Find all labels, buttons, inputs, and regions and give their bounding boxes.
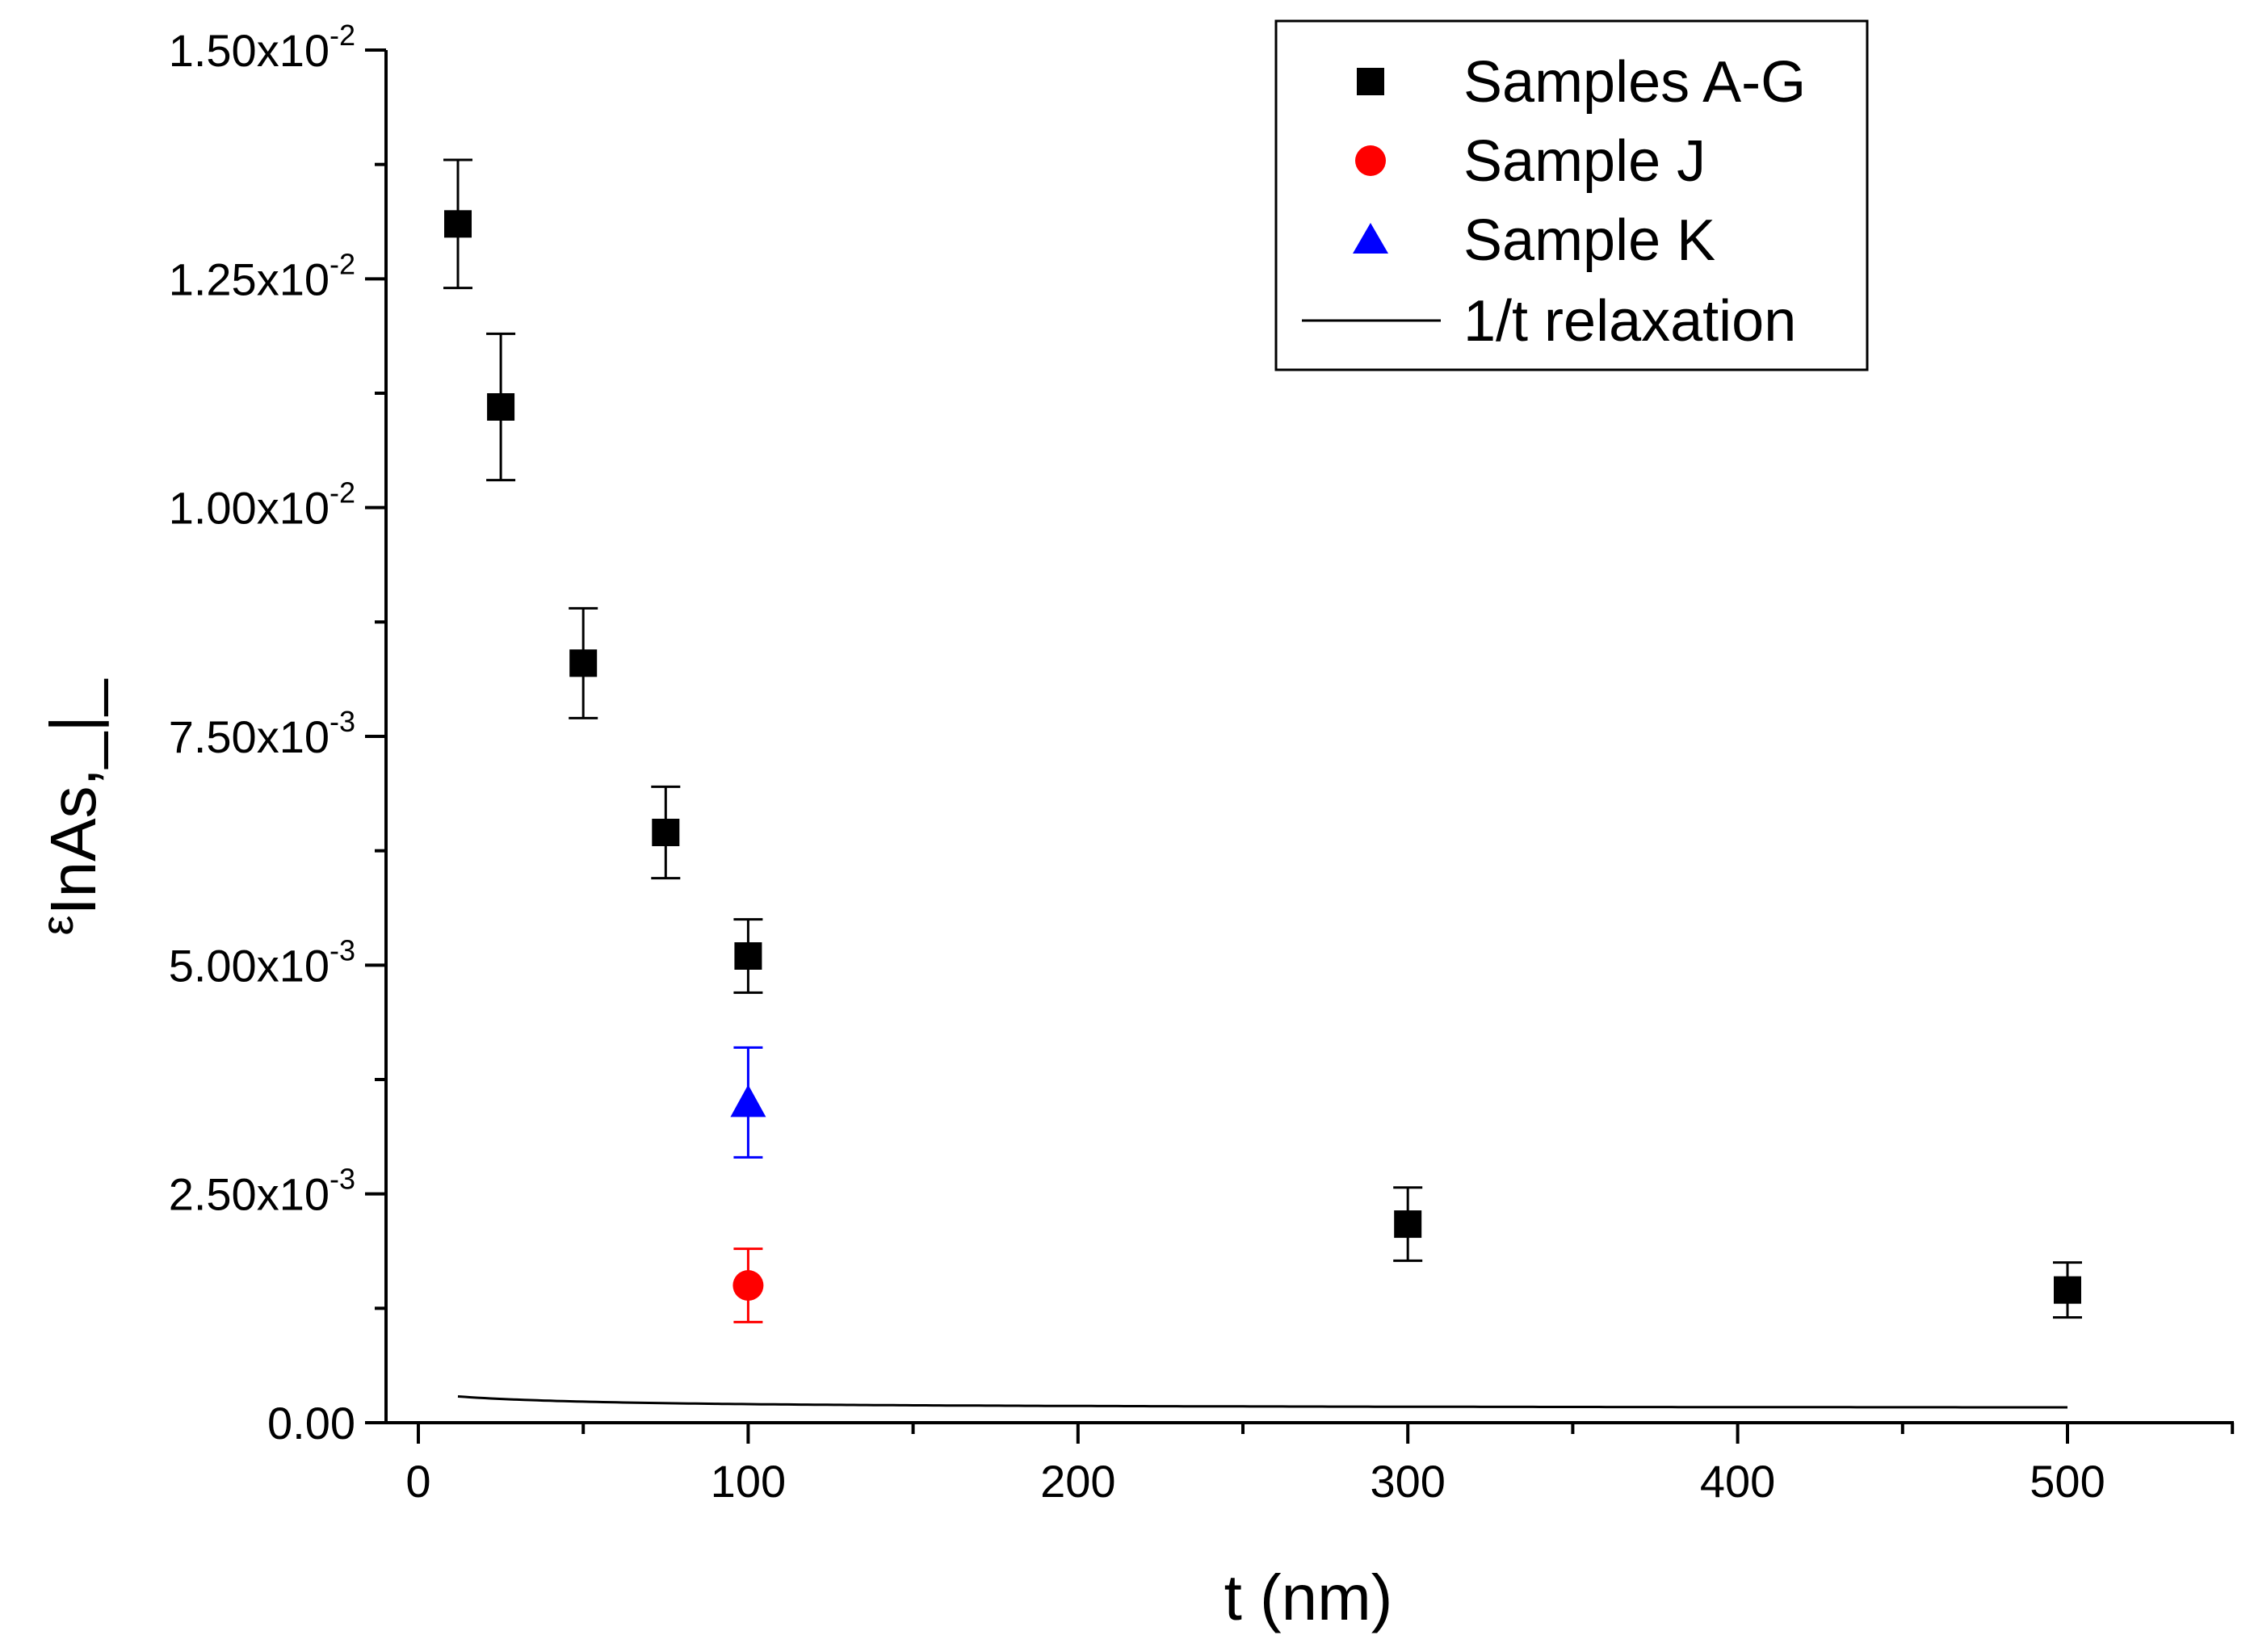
data-point [733,1247,764,1323]
y-tick-labels: 0.002.50x10-35.00x10-37.50x10-31.00x10-2… [169,19,355,1449]
y-tick-mantissa: 1.25x10 [169,254,330,304]
data-point [730,1046,766,1159]
legend-circle-marker [1355,145,1386,176]
data-point [569,606,598,719]
square-marker [734,942,762,970]
legend-square-marker [1357,68,1384,95]
x-tick-label: 200 [1040,1456,1115,1507]
x-tick-label: 100 [711,1456,786,1507]
circle-marker [733,1270,764,1301]
square-marker [487,393,515,421]
y-tick-label: 1.25x10-2 [169,247,355,304]
square-marker [569,649,598,677]
y-tick-mantissa: 1.50x10 [169,25,330,76]
data-point [1393,1186,1423,1262]
y-tick-exponent: -3 [330,1163,355,1196]
data-point [443,158,473,290]
square-marker [652,819,680,846]
y-tick-mantissa: 5.00x10 [169,940,330,991]
data-point [486,332,516,482]
legend-label-fit: 1/t relaxation [1463,289,1796,354]
legend-entry-samples-a-g: Samples A-G [1357,50,1806,115]
legend-label-samples-a-g: Samples A-G [1463,50,1806,115]
y-axis-title-suffix: _|_ [37,678,109,769]
y-tick-label: 2.50x10-3 [169,1163,355,1220]
legend: Samples A-G Sample J Sample K 1/t relaxa… [1274,19,1869,371]
square-marker [1394,1210,1422,1239]
legend-entry-fit: 1/t relaxation [1302,289,1796,354]
fit-curve [457,1395,2067,1409]
legend-entry-sample-k: Sample K [1353,208,1715,273]
y-tick-exponent: -3 [330,705,355,738]
data-point [651,785,681,880]
y-tick-label: 1.00x10-2 [169,476,355,534]
x-tick-label: 400 [1700,1456,1775,1507]
y-tick-label: 5.00x10-3 [169,933,355,991]
x-tick-label: 0 [405,1456,430,1507]
legend-entry-sample-j: Sample J [1355,129,1706,194]
x-tick-label: 500 [2030,1456,2105,1507]
legend-label-sample-k: Sample K [1463,208,1715,273]
y-tick-label: 7.50x10-3 [169,705,355,762]
legend-label-sample-j: Sample J [1463,129,1706,194]
y-axis-title-subscript: InAs, [37,768,109,915]
x-tick-label: 300 [1370,1456,1445,1507]
data-point [2053,1261,2082,1319]
y-tick-exponent: -2 [330,19,355,52]
square-marker [2054,1276,2081,1304]
y-tick-mantissa: 2.50x10 [169,1169,330,1220]
x-tick-labels: 0 100 200 300 400 500 [405,1456,2105,1507]
triangle-marker [730,1084,766,1117]
fit-layer [457,1395,2067,1409]
axes [384,50,2234,1424]
y-tick-exponent: -2 [330,476,355,509]
points-layer [443,158,2082,1323]
legend-triangle-marker [1353,223,1388,254]
y-tick-mantissa: 1.00x10 [169,483,330,534]
y-axis-title-symbol: ε [31,916,82,936]
y-tick-mantissa: 0.00 [267,1398,355,1449]
y-tick-mantissa: 7.50x10 [169,711,330,762]
y-tick-exponent: -3 [330,933,355,966]
x-axis-title: t (nm) [1224,1562,1393,1633]
data-point [733,918,763,994]
y-axis-title: εInAs,_|_ [31,678,109,936]
square-marker [444,210,472,238]
y-tick-label: 1.50x10-2 [169,19,355,76]
y-tick-label: 0.00 [267,1398,355,1449]
y-tick-exponent: -2 [330,247,355,280]
axis-ticks [365,48,2235,1444]
